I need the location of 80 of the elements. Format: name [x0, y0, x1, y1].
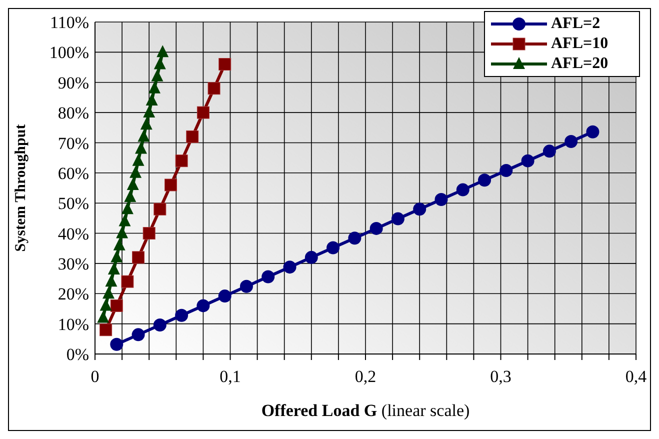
point [143, 106, 156, 118]
point [148, 81, 161, 94]
point [348, 232, 362, 245]
point [132, 328, 145, 342]
point [108, 262, 120, 274]
point [154, 57, 166, 70]
y-tick-label: 0% [66, 345, 89, 364]
point [196, 299, 210, 312]
point [391, 212, 404, 226]
x-axis-title: Offered Load G (linear scale) [261, 401, 470, 420]
point [175, 154, 188, 168]
y-tick-label: 100% [49, 43, 89, 62]
x-tick-label: 0,3 [490, 367, 512, 386]
y-tick-label: 20% [58, 284, 89, 304]
point [542, 144, 556, 158]
point [456, 183, 470, 196]
point [208, 82, 220, 95]
point [500, 164, 513, 177]
point [130, 166, 142, 178]
point [100, 298, 112, 311]
y-tick-label: 30% [58, 254, 89, 274]
legend-label: AFL=20 [551, 55, 608, 73]
point [134, 142, 147, 154]
point [110, 338, 124, 351]
y-tick-label: 80% [58, 104, 89, 123]
point [102, 286, 115, 299]
point [142, 227, 156, 240]
x-tick-label: 0,2 [354, 367, 376, 386]
y-tick-label: 10% [58, 314, 89, 334]
point [413, 202, 426, 216]
x-tick-label: 0 [90, 367, 100, 386]
point [262, 270, 275, 284]
point [153, 318, 166, 332]
point [326, 241, 340, 254]
point [586, 125, 600, 138]
point [175, 308, 188, 322]
point [154, 202, 166, 216]
y-tick-label: 70% [58, 134, 89, 153]
point [124, 190, 136, 202]
point [121, 202, 134, 214]
point [113, 238, 126, 250]
point [434, 192, 448, 206]
y-tick-label: 90% [58, 73, 89, 92]
point [132, 154, 144, 166]
point [132, 251, 145, 264]
point [283, 260, 296, 274]
point [304, 250, 318, 264]
point [121, 275, 134, 288]
legend-label: AFL=2 [551, 15, 600, 33]
point [118, 214, 131, 226]
point [138, 130, 150, 142]
y-tick-label: 110% [50, 13, 89, 32]
point [478, 174, 492, 187]
point [156, 45, 169, 58]
x-tick-label: 0,4 [625, 367, 648, 386]
point [521, 154, 534, 168]
point [146, 93, 158, 106]
point [110, 299, 123, 312]
point [564, 135, 578, 148]
point [164, 178, 177, 192]
y-tick-label: 40% [58, 224, 89, 244]
y-tick-label: 50% [58, 194, 89, 214]
legend-label: AFL=10 [551, 35, 608, 53]
point [370, 222, 383, 235]
point [218, 290, 232, 303]
point [126, 178, 139, 190]
point [240, 280, 253, 293]
point [218, 58, 232, 71]
point [140, 118, 152, 130]
point [186, 130, 199, 143]
x-tick-label: 0,1 [220, 367, 241, 386]
point [105, 274, 118, 287]
y-axis-title: System Throughput [13, 124, 29, 252]
point [116, 226, 128, 238]
point [110, 250, 123, 262]
y-tick-label: 60% [58, 164, 89, 183]
point [151, 69, 164, 82]
point [97, 310, 110, 323]
point [100, 324, 112, 336]
point [196, 106, 210, 119]
